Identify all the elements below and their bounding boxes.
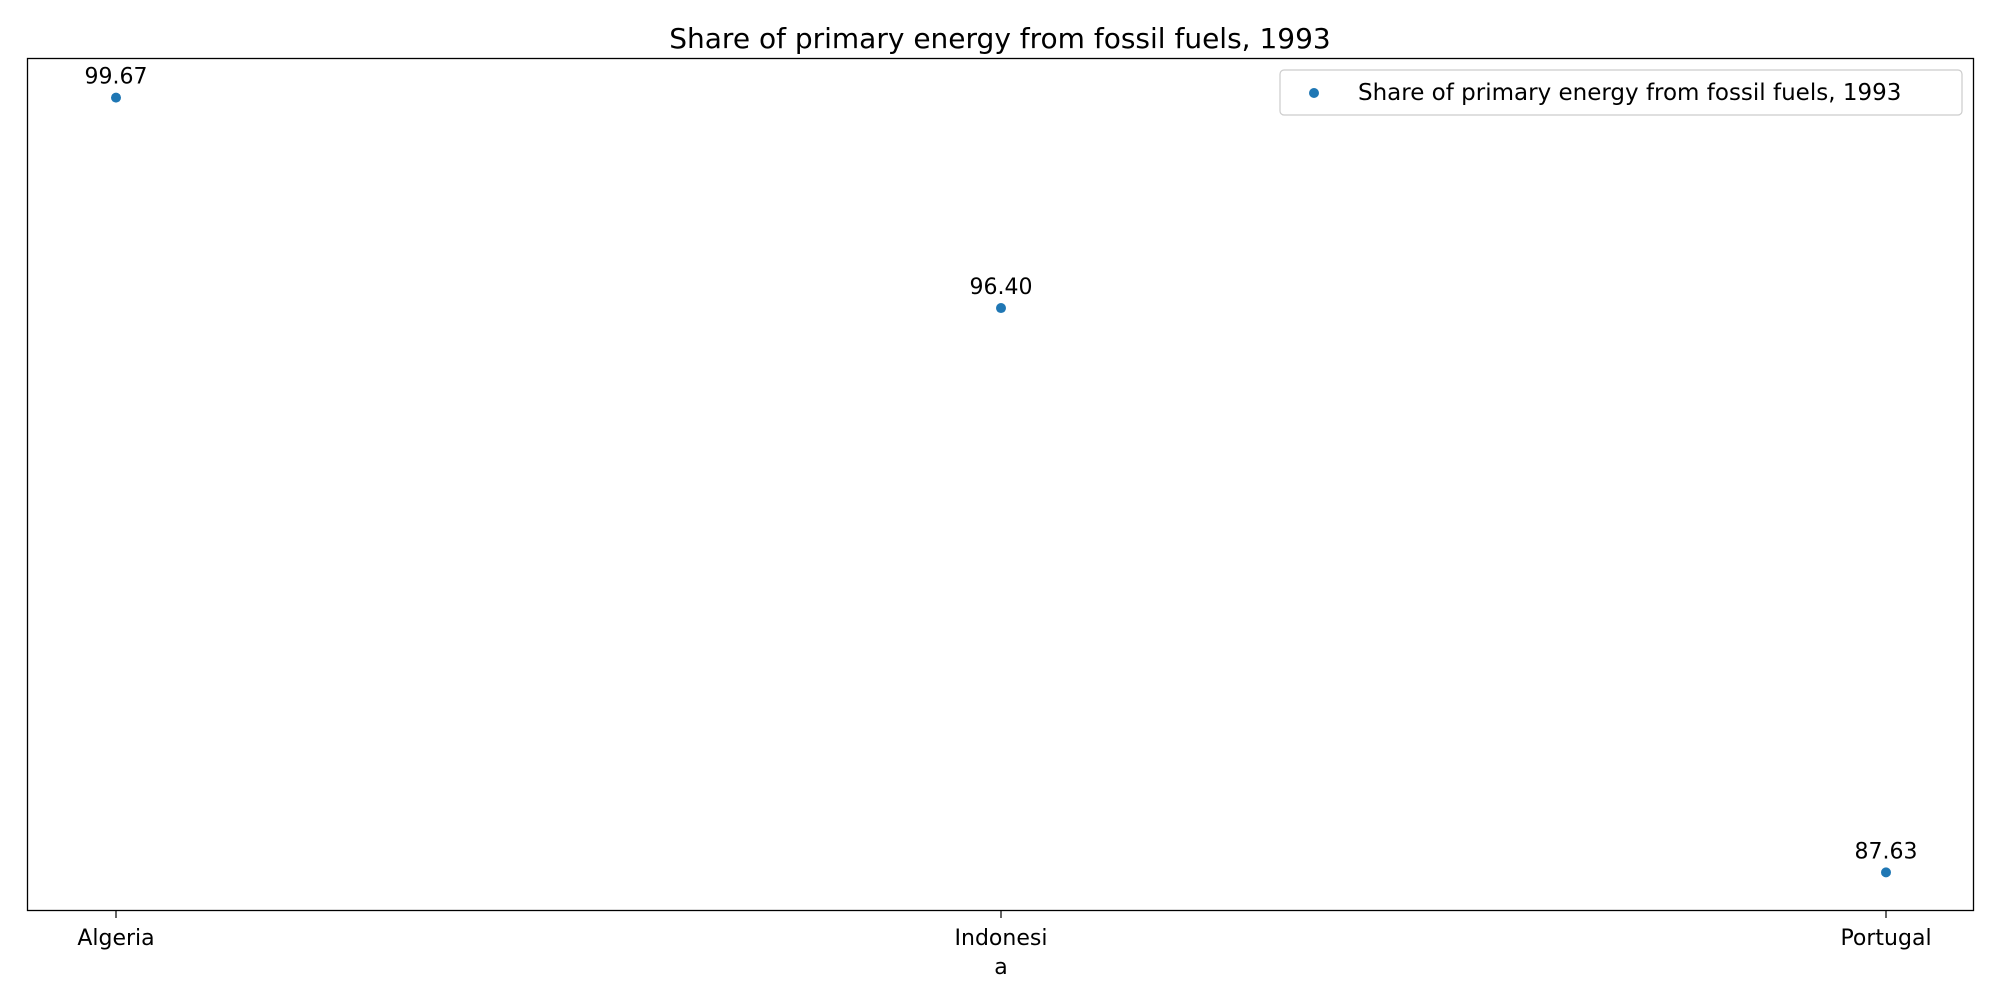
data-label: 96.40 (970, 275, 1033, 300)
legend: Share of primary energy from fossil fuel… (1279, 69, 1963, 116)
plot-area-frame (26, 57, 1975, 912)
data-point (996, 303, 1006, 314)
data-series: 99.67 96.40 87.63 (85, 65, 1918, 878)
data-label: 87.63 (1855, 839, 1918, 864)
legend-frame (1279, 69, 1963, 116)
x-tick-label: Algeria (77, 926, 154, 951)
data-point (111, 92, 121, 103)
legend-marker (1309, 88, 1319, 98)
chart-title: Share of primary energy from fossil fuel… (669, 22, 1330, 55)
x-tick-label: Portugal (1840, 926, 1931, 951)
x-axis: Algeria Indonesi a Portugal (77, 911, 1932, 980)
data-point (1881, 867, 1891, 878)
data-label: 99.67 (85, 65, 148, 90)
x-tick-label: Indonesi a (955, 926, 1048, 980)
legend-label: Share of primary energy from fossil fuel… (1358, 80, 1901, 106)
